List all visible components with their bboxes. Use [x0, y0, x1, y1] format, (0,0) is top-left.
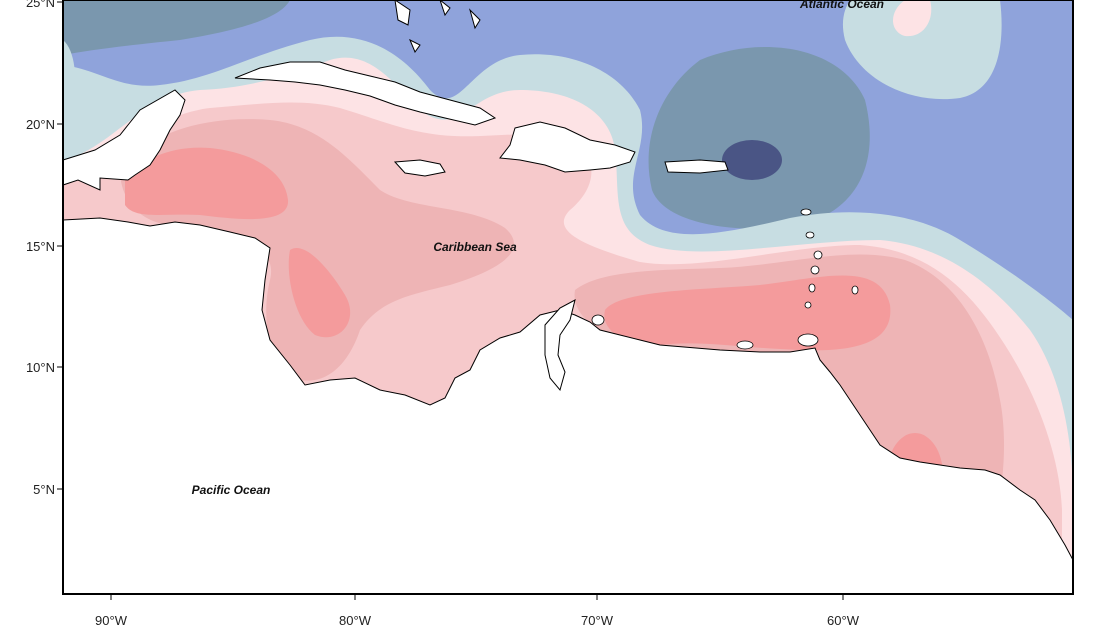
lat-tick-25: 25°N [26, 0, 55, 10]
lon-tick-70: 70°W [581, 613, 614, 628]
lon-tick-60: 60°W [827, 613, 860, 628]
lat-tick-5: 5°N [33, 482, 55, 497]
lat-tick-15: 15°N [26, 239, 55, 254]
strong-positive-core-central [288, 248, 351, 338]
negative-region-gulf [63, 0, 290, 55]
lon-tick-90: 90°W [95, 613, 128, 628]
land-puerto-rico [664, 159, 729, 174]
deep-negative-core [722, 140, 782, 180]
lat-tick-10: 10°N [26, 360, 55, 375]
negative-region-atlantic [648, 47, 870, 229]
land-bahamas [394, 0, 481, 54]
near-zero-cool-northeast [842, 0, 1002, 100]
lat-tick-20: 20°N [26, 117, 55, 132]
land-cuba [234, 61, 497, 126]
near-zero-cool-west [63, 40, 75, 110]
map-frame [62, 0, 1074, 595]
strong-positive-core-east [604, 275, 891, 351]
label-pacific-ocean: Pacific Ocean [192, 483, 271, 497]
lon-tick-80: 80°W [339, 613, 372, 628]
land-yucatan [62, 89, 186, 191]
lesser-antilles [591, 208, 859, 350]
near-zero-warm-northeast [892, 0, 932, 37]
land-hispaniola [499, 121, 636, 173]
land-central-america [62, 217, 1074, 595]
label-caribbean-sea: Caribbean Sea [433, 240, 517, 254]
land-guajira [544, 299, 576, 392]
strong-positive-core-west [125, 147, 289, 220]
land-jamaica [393, 159, 446, 177]
land [62, 0, 1074, 595]
latitude-axis: 25°N 20°N 15°N 10°N 5°N [26, 0, 63, 497]
label-atlantic-ocean: Atlantic Ocean [799, 0, 884, 11]
longitude-axis: 90°W 80°W 70°W 60°W [95, 594, 860, 628]
